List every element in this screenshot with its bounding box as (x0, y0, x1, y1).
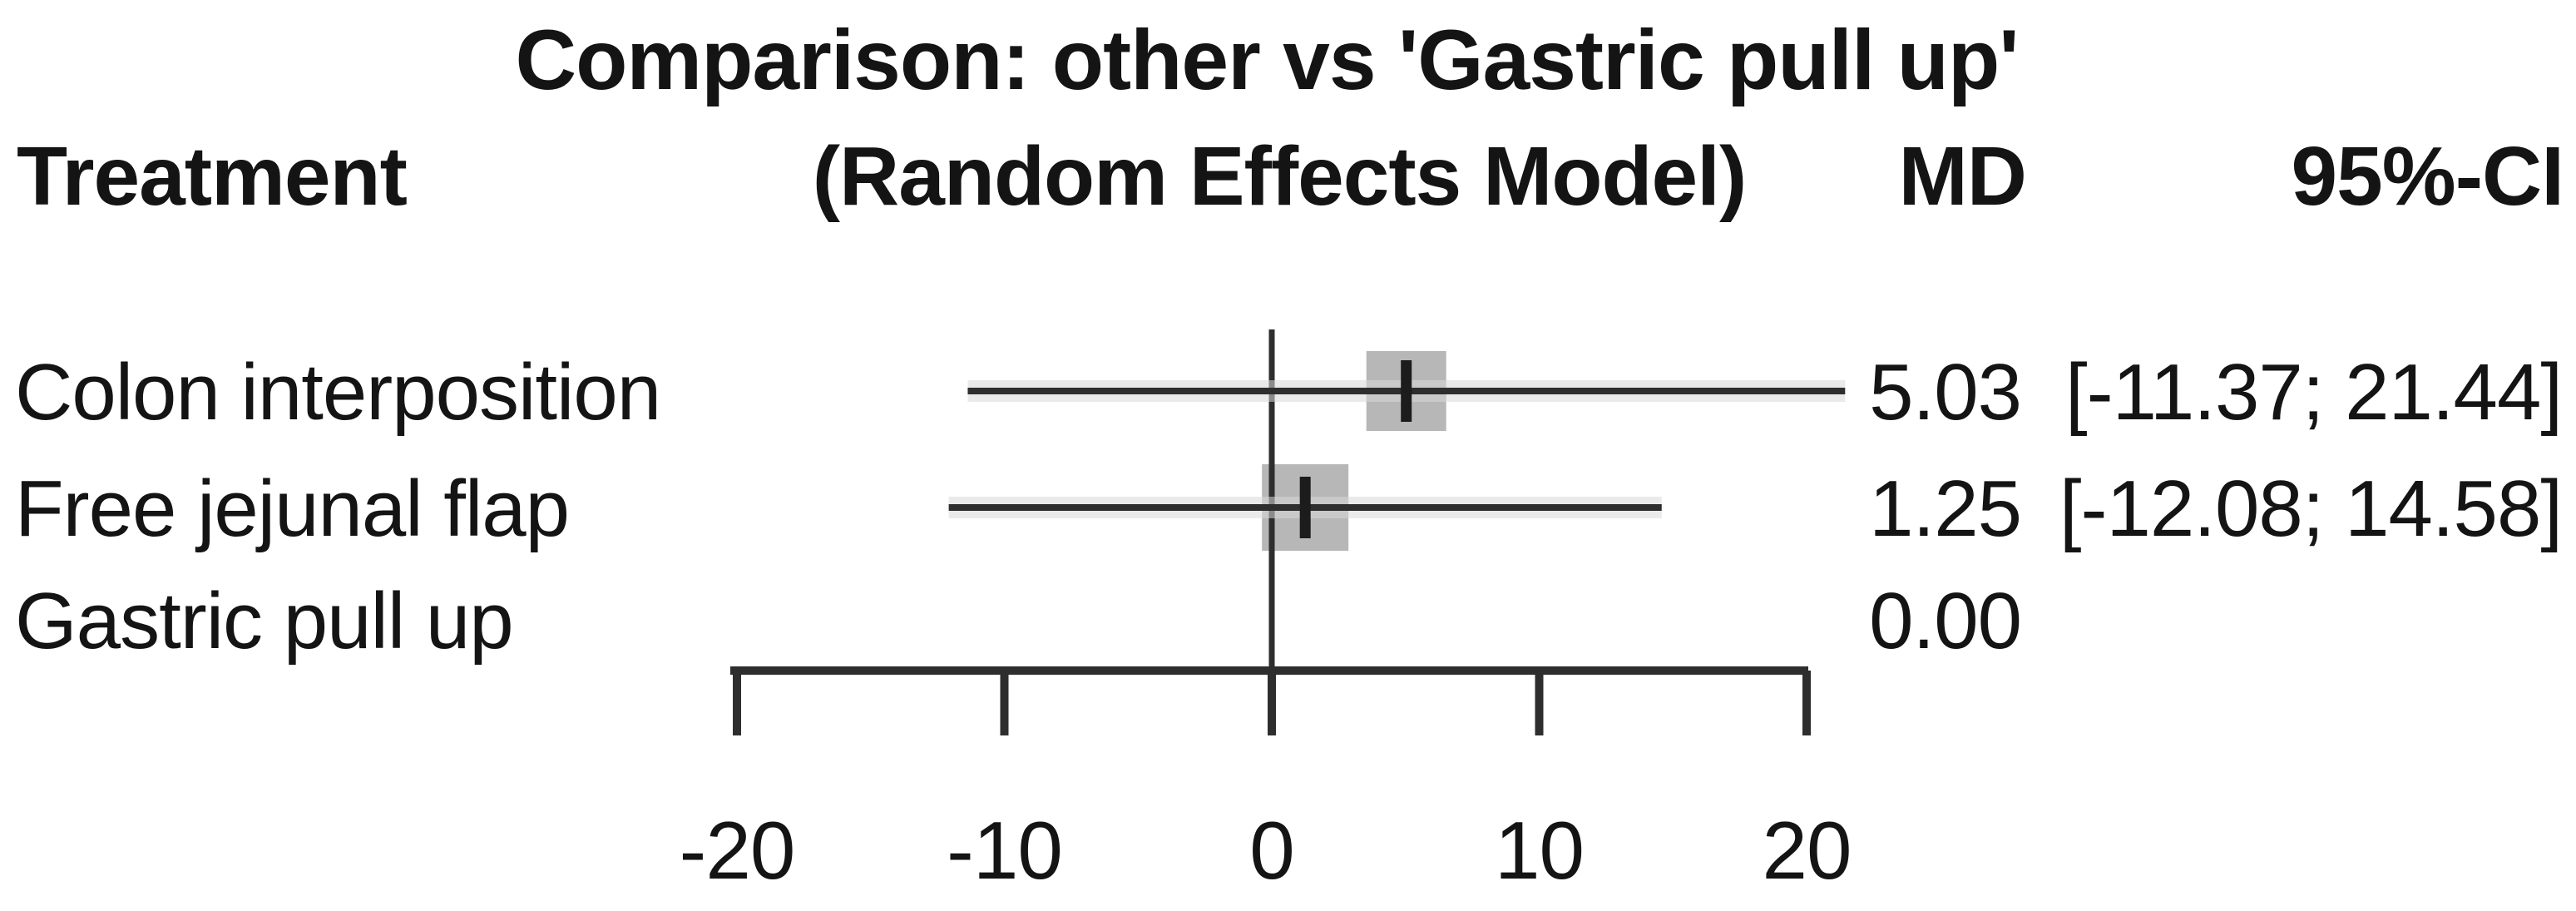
md-value: 5.03 (1869, 348, 2022, 437)
column-header-md: MD (1898, 130, 2027, 223)
treatment-label: Free jejunal flap (15, 464, 570, 553)
axis-tick-label: 0 (1249, 805, 1295, 896)
md-value: 0.00 (1869, 577, 2022, 666)
x-axis-tick (1802, 671, 1811, 735)
ci-value: [-12.08; 14.58] (2059, 464, 2563, 553)
point-estimate-dash (1299, 477, 1311, 538)
point-estimate-dash (1401, 360, 1412, 422)
column-header-ci: 95%-CI (2291, 130, 2564, 223)
md-value: 1.25 (1869, 464, 2022, 553)
plot-title: Comparison: other vs 'Gastric pull up' (515, 12, 2019, 107)
axis-tick-label: -10 (947, 805, 1063, 896)
treatment-label: Gastric pull up (15, 577, 514, 666)
plot-subtitle: (Random Effects Model) (812, 130, 1747, 223)
axis-tick-label: 10 (1494, 805, 1585, 896)
ci-value: [-11.37; 21.44] (2065, 348, 2563, 437)
x-axis-tick (733, 671, 741, 735)
axis-tick-label: -20 (679, 805, 796, 896)
x-axis-tick (1535, 671, 1544, 735)
treatment-label: Colon interposition (15, 348, 661, 437)
x-axis-tick (1268, 671, 1276, 735)
x-axis-tick (1000, 671, 1009, 735)
column-header-treatment: Treatment (17, 130, 408, 223)
axis-tick-label: 20 (1762, 805, 1852, 896)
